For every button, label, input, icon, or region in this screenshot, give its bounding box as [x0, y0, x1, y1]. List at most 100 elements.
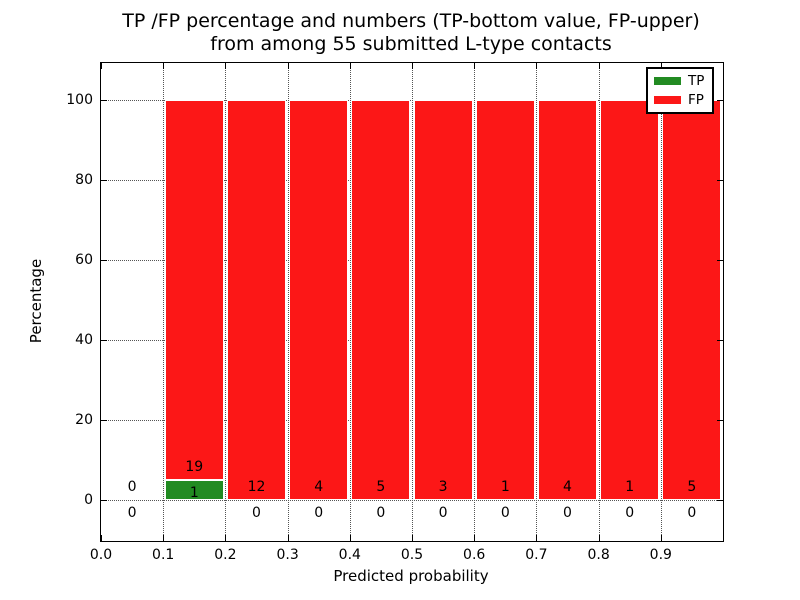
chart-title-line1: TP /FP percentage and numbers (TP-bottom…	[122, 10, 700, 32]
x-tick-label-0.4: 0.4	[338, 547, 361, 563]
y-tick-label-0: 0	[84, 492, 93, 508]
bar-fp-bin-0.1-0.2	[164, 100, 224, 480]
gridline-x-0.5	[412, 63, 413, 541]
x-tick-bottom-0.1	[163, 535, 165, 541]
y-tick-right-100	[717, 100, 723, 101]
y-tick-left-20	[101, 420, 107, 421]
fp-count-label-bin-4: 5	[376, 478, 386, 495]
legend-label-fp: FP	[688, 92, 704, 108]
chart-title: TP /FP percentage and numbers (TP-bottom…	[100, 10, 722, 56]
legend-swatch-fp-icon	[654, 96, 681, 104]
x-tick-top-0.6	[474, 63, 476, 69]
gridline-x-0.1	[163, 63, 165, 541]
y-axis-label: Percentage	[27, 258, 45, 344]
legend-entry-fp: FP	[654, 93, 712, 107]
x-tick-label-0.3: 0.3	[276, 547, 299, 563]
y-tick-label-100: 100	[66, 92, 93, 108]
y-tick-right-40	[717, 340, 723, 341]
y-tick-left-60	[101, 260, 107, 261]
fp-count-label-bin-1: 19	[185, 458, 204, 475]
fp-count-label-bin-8: 1	[625, 478, 635, 495]
gridline-y-40	[101, 340, 723, 341]
tp-count-label-bin-0: 0	[127, 504, 137, 521]
y-tick-label-60: 60	[75, 252, 93, 268]
legend-swatch-tp-icon	[654, 77, 681, 85]
gridline-x-0.6	[474, 63, 476, 541]
y-tick-right-80	[717, 180, 723, 181]
tp-count-label-bin-6: 0	[500, 504, 510, 521]
y-tick-right-0	[717, 500, 723, 501]
bar-fp-bin-0.4-0.5	[351, 100, 411, 500]
gridline-x-0.7	[536, 63, 538, 541]
x-tick-bottom-0	[101, 535, 102, 541]
bar-fp-bin-0.3-0.4	[289, 100, 349, 500]
y-tick-left-100	[101, 100, 107, 101]
bar-fp-bin-0.7-0.8	[537, 100, 598, 500]
x-tick-bottom-0.4	[349, 535, 351, 541]
bar-fp-bin-0.2-0.3	[226, 100, 287, 500]
x-axis-label: Predicted probability	[333, 567, 489, 585]
bar-fp-bin-0.6-0.7	[475, 100, 535, 500]
x-tick-top-0.9	[660, 63, 662, 69]
y-tick-left-0	[101, 500, 107, 501]
tp-count-label-bin-8: 0	[625, 504, 635, 521]
x-tick-bottom-0.9	[660, 535, 662, 541]
gridline-x-0.3	[287, 63, 289, 541]
x-tick-top-0.1	[163, 63, 165, 69]
tp-count-label-bin-4: 0	[376, 504, 386, 521]
gridline-y-80	[101, 180, 723, 181]
y-tick-label-40: 40	[75, 332, 93, 348]
y-tick-label-80: 80	[75, 172, 93, 188]
tp-count-label-bin-7: 0	[563, 504, 572, 521]
gridline-y-0	[101, 500, 723, 501]
bar-fp-bin-0.5-0.6	[413, 100, 473, 500]
x-tick-top-0.2	[225, 63, 227, 69]
x-tick-bottom-0.6	[474, 535, 476, 541]
gridline-x-0.8	[598, 63, 600, 541]
x-tick-label-0.9: 0.9	[649, 547, 672, 563]
x-tick-top-0.8	[598, 63, 600, 69]
gridline-y-20	[101, 420, 723, 421]
gridline-x-0.4	[349, 63, 351, 541]
x-tick-bottom-0.7	[536, 535, 538, 541]
x-tick-label-0.7: 0.7	[525, 547, 548, 563]
chart-title-line2: from among 55 submitted L-type contacts	[210, 33, 612, 55]
gridline-y-100	[101, 100, 723, 101]
x-tick-top-0	[101, 63, 102, 69]
y-tick-left-40	[101, 340, 107, 341]
x-tick-bottom-0.8	[598, 535, 600, 541]
tp-count-label-bin-5: 0	[438, 504, 448, 521]
fp-count-label-bin-9: 5	[687, 478, 697, 495]
x-tick-bottom-0.2	[225, 535, 227, 541]
x-tick-label-0.5: 0.5	[400, 547, 424, 563]
legend-label-tp: TP	[688, 73, 705, 89]
x-tick-top-0.4	[349, 63, 351, 69]
legend-entry-tp: TP	[654, 74, 712, 88]
x-tick-label-0.2: 0.2	[214, 547, 237, 563]
y-tick-right-60	[717, 260, 723, 261]
tp-count-label-bin-2: 0	[252, 504, 261, 521]
y-tick-right-20	[717, 420, 723, 421]
x-tick-top-0.5	[412, 63, 413, 69]
legend: TP FP	[646, 67, 714, 114]
x-tick-bottom-0.5	[412, 535, 413, 541]
fp-count-label-bin-2: 12	[247, 478, 266, 495]
fp-count-label-bin-6: 1	[500, 478, 510, 495]
fp-count-label-bin-3: 4	[314, 478, 324, 495]
x-tick-top-0.3	[287, 63, 289, 69]
y-tick-left-80	[101, 180, 107, 181]
x-tick-label-0.6: 0.6	[463, 547, 486, 563]
gridline-x-0.9	[660, 63, 662, 541]
x-tick-label-0.8: 0.8	[587, 547, 610, 563]
bar-fp-bin-0.9-1	[662, 100, 722, 500]
plot-area: 0.0 0.1 0.2 0.3 0.4 0.5 0.6 0.7 0.8 0.9 0 20 40 60 80 1…	[66, 62, 724, 563]
fp-count-label-bin-5: 3	[438, 478, 448, 495]
tp-count-label-bin-1: 1	[189, 485, 199, 502]
tp-count-label-bin-9: 0	[687, 504, 697, 521]
fp-count-label-bin-7: 4	[563, 478, 572, 495]
x-tick-label-0.0: 0.0	[89, 547, 113, 563]
x-tick-bottom-0.3	[287, 535, 289, 541]
gridline-x-0.2	[225, 63, 227, 541]
gridline-y-60	[101, 260, 723, 261]
